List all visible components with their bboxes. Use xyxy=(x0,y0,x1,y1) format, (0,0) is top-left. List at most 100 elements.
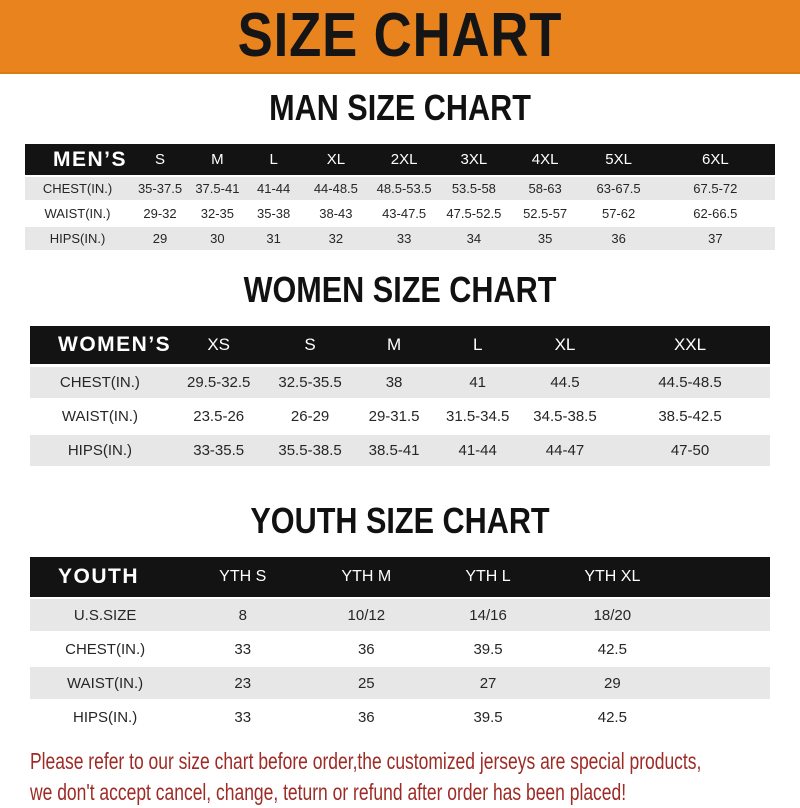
men-data-cell: 32 xyxy=(328,231,344,246)
youth-data-cell: 8 xyxy=(238,606,247,624)
youth-column-header: YTH XL xyxy=(584,568,641,585)
men-table-row: WAIST(IN.) 29-32 32-35 35-38 38-43 43-47.5 47.… xyxy=(25,202,775,225)
men-section-heading-text: MAN SIZE CHART xyxy=(269,87,531,128)
men-column-header: 2XL xyxy=(390,151,418,168)
men-data-cell: 36 xyxy=(611,231,626,246)
men-data-cell: 53.5-58 xyxy=(451,181,496,196)
women-row-label: WAIST(IN.) xyxy=(61,408,138,425)
banner-title: SIZE CHART xyxy=(237,1,563,70)
women-row-label: HIPS(IN.) xyxy=(67,442,133,459)
women-table-header-bar: WOMEN’S XS S M L XL XXL xyxy=(30,326,770,364)
men-data-cell: 35-37.5 xyxy=(137,181,183,196)
women-data-cell: 41 xyxy=(469,374,487,391)
youth-table-row: HIPS(IN.) 33 36 39.5 42.5 xyxy=(30,701,770,733)
disclaimer-line-1-text: Please refer to our size chart before or… xyxy=(30,748,702,774)
women-data-cell: 29-31.5 xyxy=(368,408,420,425)
women-data-cell: 44.5-48.5 xyxy=(658,374,722,391)
women-data-cell: 44-47 xyxy=(545,442,585,459)
women-table-row: CHEST(IN.) 29.5-32.5 32.5-35.5 38 41 44.5 44.5… xyxy=(30,367,770,398)
youth-data-cell: 29 xyxy=(604,674,621,692)
men-table-header-bar: MEN’S S M L XL 2XL 3XL 4XL 5XL 6XL xyxy=(25,144,775,175)
youth-data-cell: 36 xyxy=(357,640,375,658)
men-table-row: HIPS(IN.) 29 30 31 32 33 34 35 36 37 xyxy=(25,227,775,250)
women-column-header: XL xyxy=(554,335,576,354)
men-data-cell: 43-47.5 xyxy=(382,206,427,221)
men-section-heading: MAN SIZE CHART xyxy=(0,89,800,127)
youth-table-label: YOUTH xyxy=(58,565,139,588)
youth-column-header: YTH M xyxy=(341,568,392,585)
men-data-cell: 35 xyxy=(537,231,553,246)
women-data-cell: 47-50 xyxy=(670,442,710,459)
men-row-label: HIPS(IN.) xyxy=(49,231,106,246)
youth-data-cell: 10/12 xyxy=(347,606,386,624)
order-disclaimer: Please refer to our size chart before or… xyxy=(0,746,800,808)
men-data-cell: 31 xyxy=(266,231,281,246)
youth-row-label: WAIST(IN.) xyxy=(67,674,144,692)
men-data-cell: 35-38 xyxy=(257,206,291,221)
men-data-cell: 47.5-52.5 xyxy=(446,206,502,221)
women-table-row: HIPS(IN.) 33-35.5 35.5-38.5 38.5-41 41-44 44-… xyxy=(30,435,770,466)
men-data-cell: 38-43 xyxy=(319,206,353,221)
women-column-header: S xyxy=(304,335,316,354)
women-data-cell: 38.5-42.5 xyxy=(658,408,722,425)
youth-data-cell: 33 xyxy=(234,640,252,658)
men-column-header: XL xyxy=(326,151,346,168)
men-column-header: L xyxy=(269,151,278,168)
men-row-label: CHEST(IN.) xyxy=(42,181,113,196)
youth-data-cell: 33 xyxy=(234,708,252,726)
women-table-row: WAIST(IN.) 23.5-26 26-29 29-31.5 31.5-34.5 34… xyxy=(30,401,770,432)
women-data-cell: 41-44 xyxy=(458,442,497,459)
youth-row-label: HIPS(IN.) xyxy=(73,708,138,726)
men-data-cell: 32-35 xyxy=(200,206,234,221)
youth-column-header: YTH S xyxy=(219,568,267,585)
women-data-cell: 35.5-38.5 xyxy=(278,442,342,459)
youth-data-cell: 39.5 xyxy=(473,708,503,726)
youth-data-cell: 42.5 xyxy=(597,708,627,726)
youth-section-heading-text: YOUTH SIZE CHART xyxy=(250,500,550,541)
men-data-cell: 33 xyxy=(396,231,412,246)
women-data-cell: 34.5-38.5 xyxy=(533,408,597,425)
men-data-cell: 63-67.5 xyxy=(596,181,641,196)
youth-size-table: YOUTH YTH S YTH M YTH L YTH XL U.S.SIZE 8 10/12… xyxy=(30,557,770,733)
women-column-header: XS xyxy=(207,335,231,354)
men-data-cell: 30 xyxy=(210,231,225,246)
disclaimer-line: we don't accept cancel, change, teturn o… xyxy=(30,777,800,808)
disclaimer-line-2-text: we don't accept cancel, change, teturn o… xyxy=(30,779,627,805)
youth-data-cell: 14/16 xyxy=(469,606,507,624)
women-section-heading-text: WOMEN SIZE CHART xyxy=(243,269,557,310)
women-data-cell: 38 xyxy=(385,374,403,391)
women-row-label: CHEST(IN.) xyxy=(59,374,140,391)
men-data-cell: 44-48.5 xyxy=(313,181,358,196)
men-data-cell: 52.5-57 xyxy=(523,206,568,221)
men-table-row: CHEST(IN.) 35-37.5 37.5-41 41-44 44-48.5 48.5… xyxy=(25,177,775,200)
disclaimer-line: Please refer to our size chart before or… xyxy=(30,746,800,777)
men-data-cell: 67.5-72 xyxy=(693,181,738,196)
youth-table-row: WAIST(IN.) 23 25 27 29 xyxy=(30,667,770,699)
youth-data-cell: 23 xyxy=(234,674,252,692)
youth-row-label: U.S.SIZE xyxy=(73,606,137,624)
women-column-header: M xyxy=(386,335,402,354)
men-column-header: 5XL xyxy=(605,151,632,168)
youth-data-cell: 36 xyxy=(357,708,375,726)
men-table-label: MEN’S xyxy=(53,147,128,171)
youth-column-header: YTH L xyxy=(465,568,511,585)
men-data-cell: 37 xyxy=(708,231,723,246)
youth-data-cell: 18/20 xyxy=(593,606,632,624)
women-data-cell: 29.5-32.5 xyxy=(187,374,251,391)
youth-section-heading: YOUTH SIZE CHART xyxy=(0,502,800,540)
youth-data-cell: 42.5 xyxy=(597,640,627,658)
size-chart-banner: SIZE CHART xyxy=(0,0,800,74)
men-data-cell: 29 xyxy=(152,231,168,246)
men-column-header: 4XL xyxy=(531,151,559,168)
youth-table-row: CHEST(IN.) 33 36 39.5 42.5 xyxy=(30,633,770,665)
youth-data-cell: 39.5 xyxy=(473,640,503,658)
women-data-cell: 33-35.5 xyxy=(193,442,245,459)
youth-data-cell: 25 xyxy=(357,674,375,692)
men-column-header: M xyxy=(211,151,224,168)
women-data-cell: 38.5-41 xyxy=(368,442,420,459)
women-data-cell: 23.5-26 xyxy=(193,408,245,425)
men-data-cell: 48.5-53.5 xyxy=(376,181,432,196)
men-data-cell: 34 xyxy=(466,231,482,246)
women-column-header: L xyxy=(472,335,483,354)
men-data-cell: 29-32 xyxy=(143,206,177,221)
